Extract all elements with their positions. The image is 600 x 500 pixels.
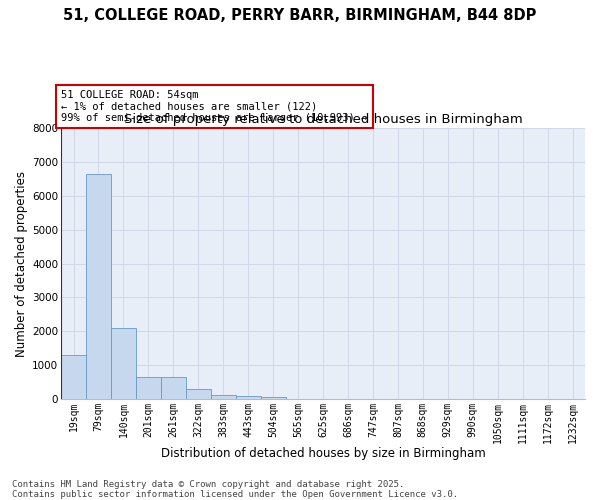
Bar xyxy=(61,355,86,399)
Bar xyxy=(86,174,111,399)
Bar xyxy=(136,377,161,399)
Bar xyxy=(260,397,286,399)
Bar xyxy=(161,377,186,399)
Title: Size of property relative to detached houses in Birmingham: Size of property relative to detached ho… xyxy=(124,113,523,126)
Bar xyxy=(111,328,136,399)
X-axis label: Distribution of detached houses by size in Birmingham: Distribution of detached houses by size … xyxy=(161,447,485,460)
Text: 51 COLLEGE ROAD: 54sqm
← 1% of detached houses are smaller (122)
99% of semi-det: 51 COLLEGE ROAD: 54sqm ← 1% of detached … xyxy=(61,90,367,123)
Bar xyxy=(186,390,211,399)
Text: 51, COLLEGE ROAD, PERRY BARR, BIRMINGHAM, B44 8DP: 51, COLLEGE ROAD, PERRY BARR, BIRMINGHAM… xyxy=(64,8,536,22)
Text: Contains HM Land Registry data © Crown copyright and database right 2025.
Contai: Contains HM Land Registry data © Crown c… xyxy=(12,480,458,499)
Y-axis label: Number of detached properties: Number of detached properties xyxy=(15,170,28,356)
Bar xyxy=(236,396,260,399)
Bar xyxy=(211,394,236,399)
